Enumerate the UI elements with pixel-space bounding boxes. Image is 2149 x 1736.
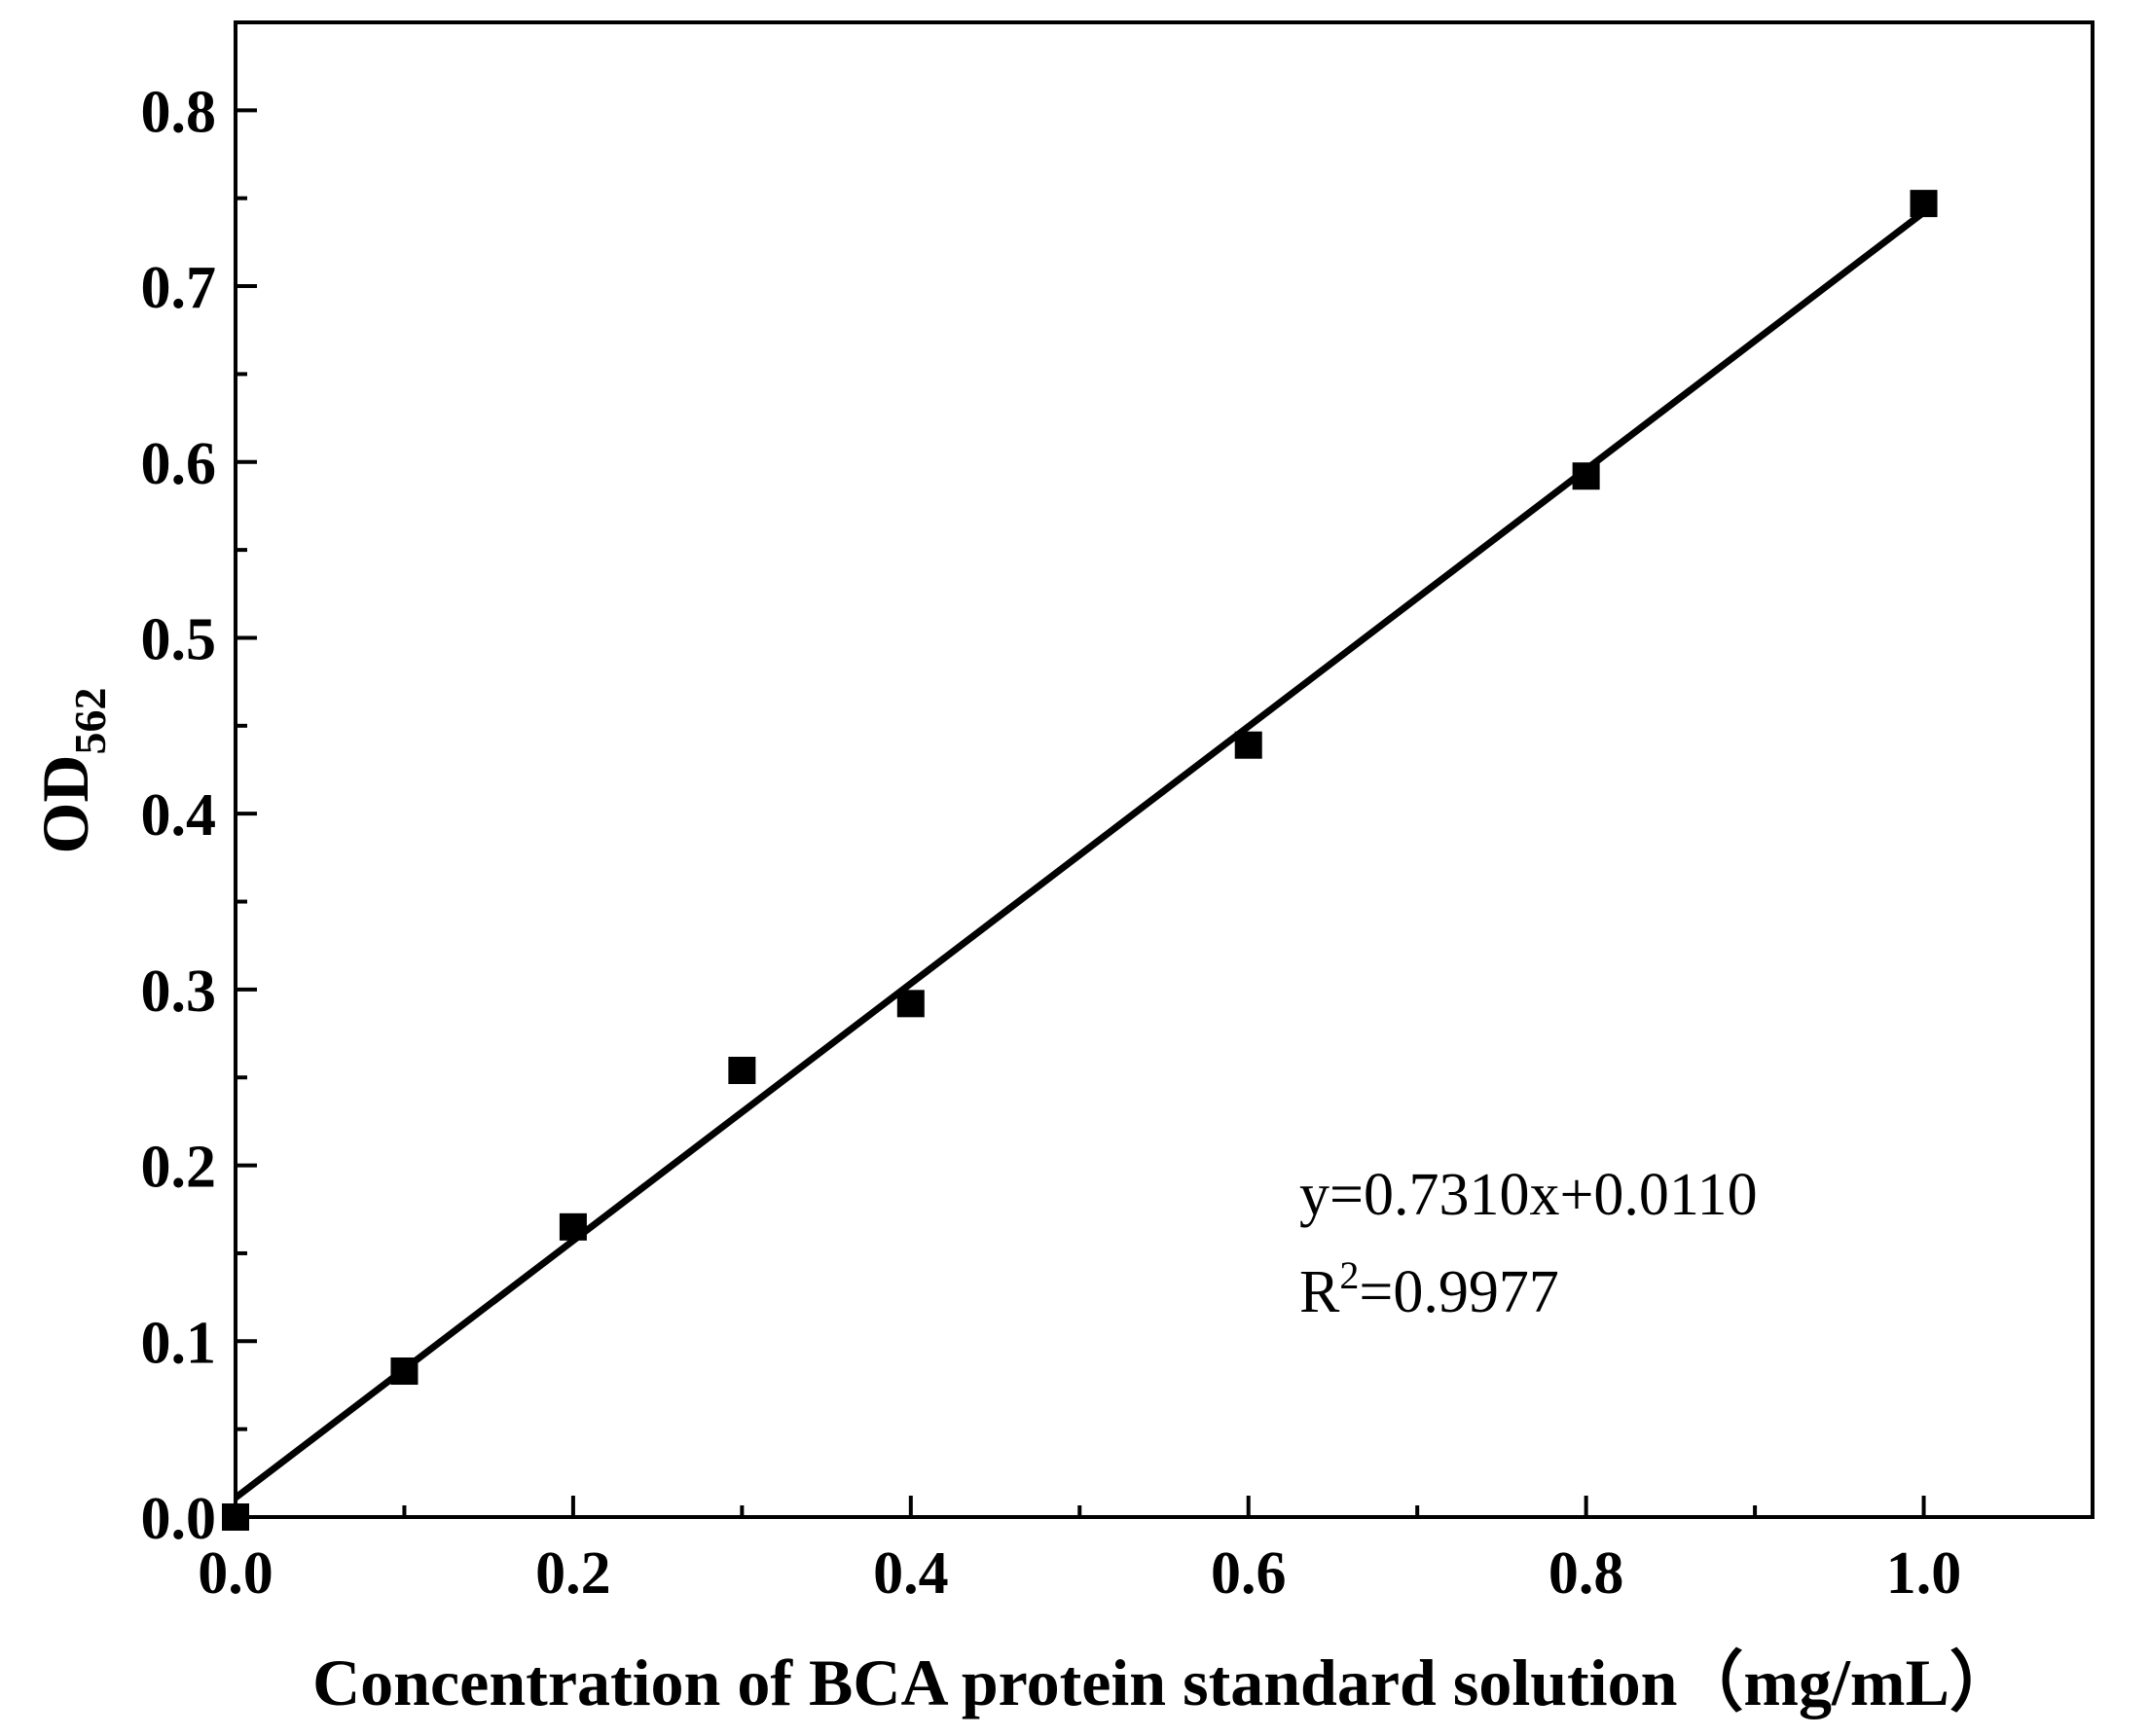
- data-point: [222, 1503, 249, 1531]
- x-tick-label: 0.8: [1548, 1540, 1624, 1607]
- x-tick-label: 1.0: [1886, 1540, 1962, 1607]
- data-point: [1910, 190, 1938, 218]
- data-markers: [222, 190, 1938, 1531]
- y-axis-title: OD562: [28, 688, 115, 854]
- y-axis-title-main: OD: [28, 755, 102, 854]
- data-point: [1234, 731, 1262, 759]
- equation-label: y=0.7310x+0.0110: [1299, 1162, 1758, 1228]
- y-tick-label: 0.7: [141, 255, 217, 321]
- fit-line: [233, 209, 1926, 1501]
- y-tick-label: 0.8: [141, 79, 217, 145]
- data-point: [390, 1357, 419, 1386]
- r2-superscript: 2: [1339, 1253, 1359, 1297]
- y-tick-label: 0.5: [141, 606, 217, 672]
- y-tick-label: 0.1: [141, 1310, 217, 1376]
- data-point: [559, 1212, 587, 1241]
- data-point: [896, 990, 925, 1018]
- y-tick-label: 0.4: [141, 782, 217, 849]
- x-axis-ticks: 0.0 0.2 0.4 0.6 0.8 1.0: [198, 1496, 2094, 1607]
- y-axis-title-subscript: 562: [65, 688, 115, 755]
- data-point: [728, 1057, 756, 1085]
- y-tick-label: 0.6: [141, 431, 217, 497]
- y-tick-label: 0.3: [141, 958, 217, 1025]
- r2-label: R2=0.9977: [1299, 1253, 1559, 1325]
- x-tick-label: 0.0: [198, 1540, 273, 1607]
- x-axis-title: Concentration of BCA protein standard so…: [312, 1646, 2016, 1719]
- data-point: [1572, 462, 1600, 490]
- x-tick-label: 0.6: [1211, 1540, 1287, 1607]
- x-tick-label: 0.2: [535, 1540, 611, 1607]
- x-tick-label: 0.4: [873, 1540, 949, 1607]
- y-tick-label: 0.2: [141, 1135, 217, 1201]
- r2-value: =0.9977: [1359, 1259, 1558, 1325]
- plot-frame: [234, 20, 2094, 1519]
- y-axis-ticks: 0.0 0.1 0.2 0.3 0.4 0.5 0.6 0.7 0.8: [141, 20, 257, 1552]
- y-tick-label: 0.0: [141, 1486, 217, 1552]
- r2-prefix: R: [1299, 1259, 1340, 1325]
